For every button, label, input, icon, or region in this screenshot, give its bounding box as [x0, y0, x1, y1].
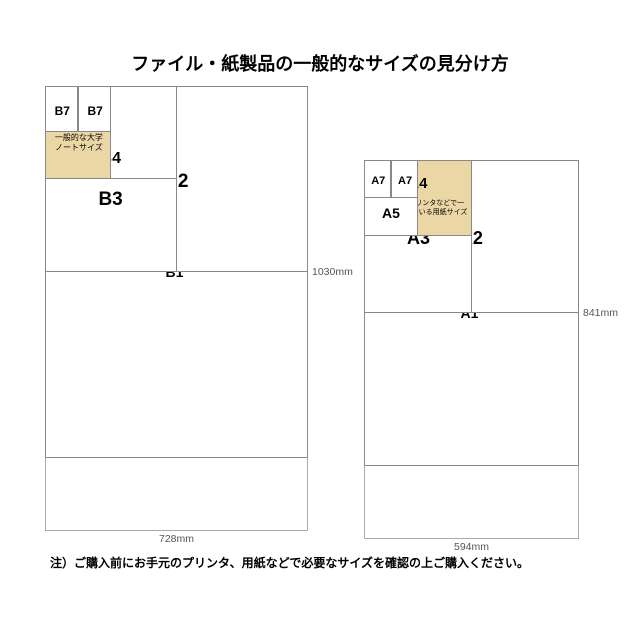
page-title: ファイル・紙製品の一般的なサイズの見分け方: [0, 50, 640, 76]
footer-note: 注）ご購入前にお手元のプリンタ、用紙などで必要なサイズを確認の上ご購入ください。: [50, 554, 610, 571]
size-label: B3: [98, 189, 122, 211]
dim-tick: [578, 466, 579, 538]
size-label: A7: [398, 175, 412, 187]
size-label: B7: [55, 104, 70, 118]
dim-height: 1030mm: [312, 266, 353, 278]
dim-tick: [307, 458, 308, 530]
dim-height: 841mm: [583, 307, 618, 319]
dim-tick: [45, 458, 46, 530]
size-a7: A7: [364, 160, 391, 198]
size-b7: B7: [78, 86, 111, 132]
size-label: A5: [382, 205, 400, 221]
size-b7: B7: [45, 86, 78, 132]
b-series-panel: B1B2B3B4B5一般的な大学ノートサイズB6B7B7728mm1030mm: [45, 86, 308, 458]
dim-tick: [364, 466, 365, 538]
size-label: B7: [88, 104, 103, 118]
dim-width: 594mm: [364, 538, 579, 553]
dim-width: 728mm: [45, 530, 308, 545]
a-series-panel: A1A2A3A4パソコンのプリンタなどで一般的に使われている用紙サイズA5A6A…: [364, 160, 579, 466]
size-a7: A7: [391, 160, 418, 198]
size-label: A7: [371, 175, 385, 187]
size-subtext: ノートサイズ: [46, 142, 112, 153]
